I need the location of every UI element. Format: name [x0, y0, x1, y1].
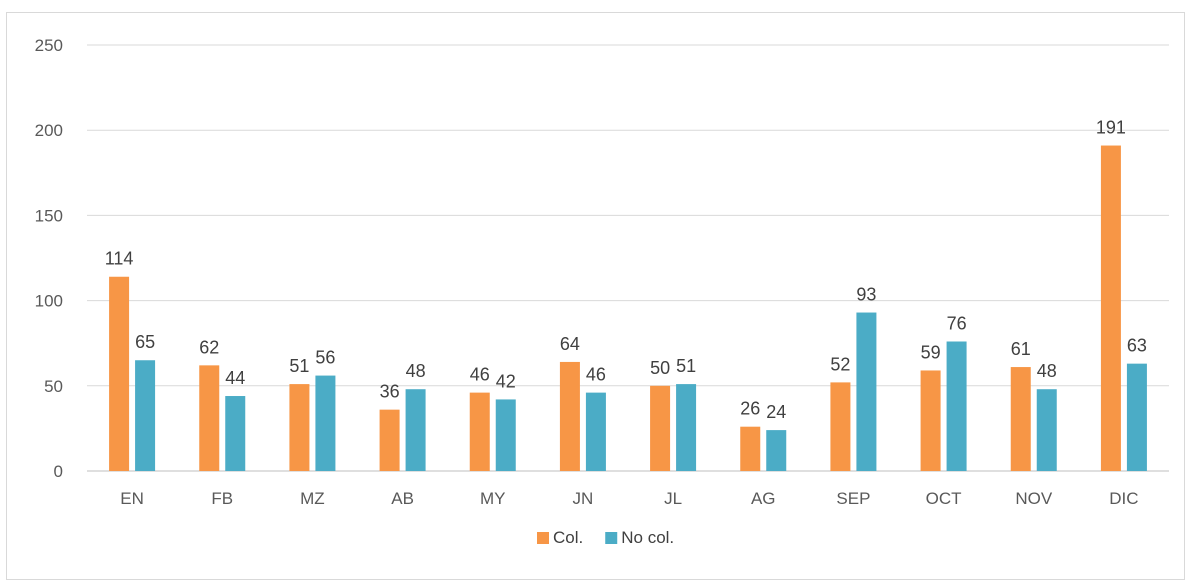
x-tick-label: EN — [120, 489, 144, 508]
bar-col-sep — [830, 382, 851, 471]
bar-col-fb — [199, 365, 220, 471]
data-label: 93 — [856, 285, 876, 305]
data-label: 51 — [289, 356, 309, 376]
bar-chart: 0 50 100 150 200 250 114 65 62 44 51 56 36 48 46 42 64 4… — [35, 36, 1169, 547]
y-tick-label: 200 — [35, 121, 63, 140]
bar-no-col-fb — [225, 396, 246, 471]
data-label: 59 — [921, 342, 941, 362]
bar-col-jl — [650, 385, 671, 471]
data-label: 48 — [1037, 361, 1057, 381]
data-label: 114 — [105, 249, 134, 269]
data-label: 24 — [766, 402, 786, 422]
data-label: 26 — [740, 399, 760, 419]
x-tick-label: MZ — [300, 489, 325, 508]
data-label: 65 — [135, 332, 155, 352]
data-label: 36 — [380, 382, 400, 402]
bar-no-col-dic — [1126, 363, 1147, 471]
legend-label: No col. — [621, 528, 674, 547]
y-axis-ticks: 0 50 100 150 200 250 — [35, 36, 63, 481]
x-tick-label: AG — [751, 489, 776, 508]
data-label: 61 — [1011, 339, 1031, 359]
bar-col-mz — [289, 384, 310, 471]
legend-swatch — [605, 532, 618, 544]
data-label: 64 — [560, 334, 580, 354]
y-tick-label: 100 — [35, 292, 63, 311]
bar-no-col-ab — [405, 389, 426, 471]
data-label: 50 — [650, 358, 670, 378]
x-tick-label: AB — [391, 489, 414, 508]
bar-col-my — [469, 392, 490, 471]
data-label: 62 — [199, 337, 219, 357]
data-label: 56 — [315, 348, 335, 368]
data-label: 63 — [1127, 336, 1147, 356]
bar-no-col-en — [135, 360, 156, 471]
data-label: 46 — [586, 365, 606, 385]
bar-col-ab — [379, 409, 400, 471]
bar-col-dic — [1100, 145, 1121, 471]
x-tick-label: NOV — [1015, 489, 1053, 508]
x-tick-label: MY — [480, 489, 506, 508]
x-axis-ticks: EN FB MZ AB MY JN JL AG SEP OCT NOV DIC — [120, 489, 1138, 508]
data-label: 191 — [1096, 118, 1126, 138]
bar-col-jn — [559, 361, 580, 471]
y-tick-label: 50 — [44, 377, 63, 396]
data-label: 48 — [406, 361, 426, 381]
bar-no-col-sep — [856, 312, 877, 471]
y-tick-label: 250 — [35, 36, 63, 55]
bars — [109, 145, 1147, 471]
legend: Col. No col. — [537, 528, 674, 547]
x-tick-label: SEP — [836, 489, 870, 508]
data-label: 42 — [496, 371, 516, 391]
bar-no-col-oct — [946, 341, 967, 471]
bar-col-nov — [1010, 367, 1031, 471]
gridlines — [87, 44, 1169, 472]
bar-col-en — [109, 276, 130, 471]
x-tick-label: OCT — [926, 489, 962, 508]
legend-swatch — [537, 532, 549, 544]
x-tick-label: FB — [211, 489, 233, 508]
bar-col-ag — [740, 426, 761, 471]
x-tick-label: JL — [664, 489, 682, 508]
bar-no-col-nov — [1036, 389, 1057, 471]
bar-no-col-mz — [315, 375, 336, 471]
legend-label: Col. — [553, 528, 583, 547]
y-tick-label: 0 — [54, 462, 63, 481]
bar-no-col-ag — [766, 430, 787, 471]
data-label: 51 — [676, 356, 696, 376]
x-tick-label: JN — [573, 489, 594, 508]
data-label: 44 — [225, 368, 245, 388]
x-tick-label: DIC — [1109, 489, 1138, 508]
data-label: 76 — [947, 313, 967, 333]
bar-no-col-jl — [676, 384, 697, 471]
data-labels: 114 65 62 44 51 56 36 48 46 42 64 46 50 51 26 24 52 93 59 7… — [105, 118, 1147, 423]
bar-no-col-jn — [585, 392, 606, 471]
bar-col-oct — [920, 370, 941, 471]
y-tick-label: 150 — [35, 206, 63, 225]
data-label: 52 — [830, 354, 850, 374]
chart-frame: 0 50 100 150 200 250 114 65 62 44 51 56 36 48 46 42 64 4… — [6, 12, 1185, 580]
data-label: 46 — [470, 365, 490, 385]
bar-no-col-my — [495, 399, 516, 471]
